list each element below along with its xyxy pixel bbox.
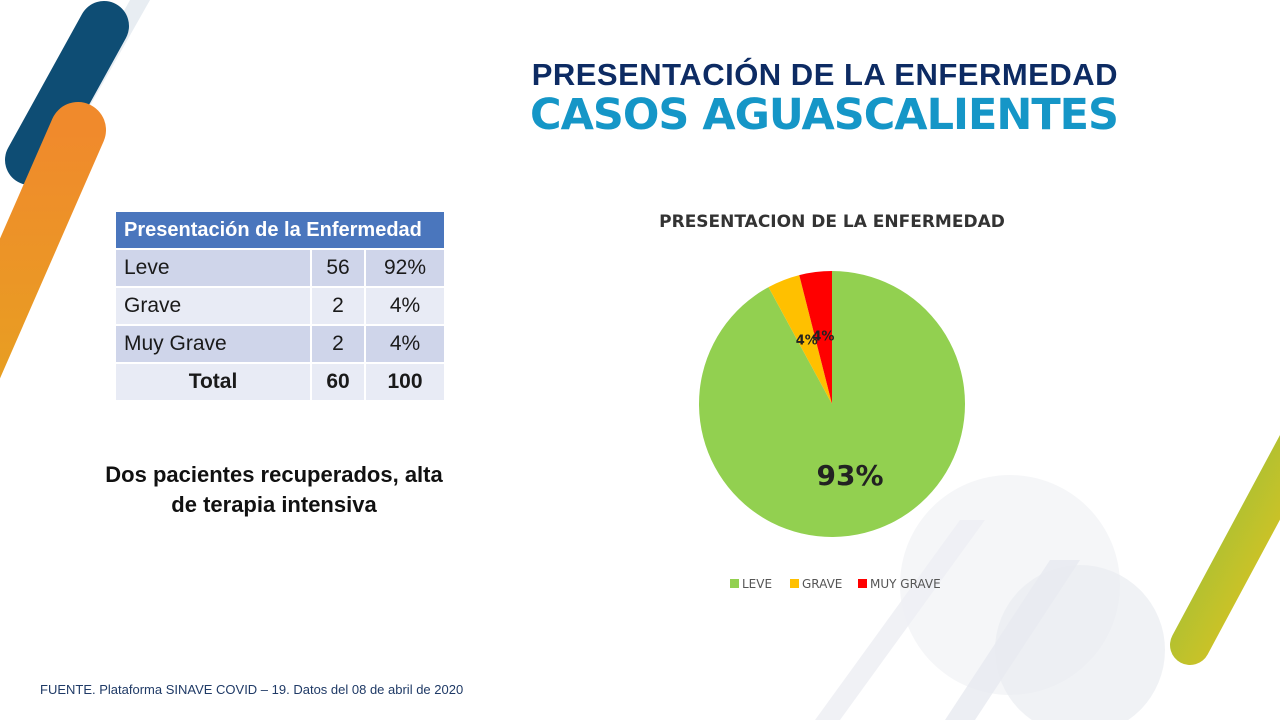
legend-label: GRAVE [802, 577, 842, 591]
table-row: Grave 2 4% [116, 288, 444, 324]
chart-title: PRESENTACION DE LA ENFERMEDAD [659, 212, 1005, 232]
recovery-note: Dos pacientes recuperados, alta de terap… [105, 462, 443, 517]
row-count: 2 [312, 288, 364, 324]
row-label: Grave [116, 288, 310, 324]
pie-slice-leve [699, 271, 966, 537]
table-total-row: Total 60 100 [116, 364, 444, 400]
row-percent: 4% [366, 288, 444, 324]
table-row: Muy Grave 2 4% [116, 326, 444, 362]
row-percent: 4% [366, 326, 444, 362]
pie-slice-grave [768, 275, 832, 404]
row-label: Muy Grave [116, 326, 310, 362]
pie-slice-muy-grave [799, 271, 832, 404]
row-label: Leve [116, 250, 310, 286]
legend-item: GRAVE [790, 577, 842, 591]
row-count: 2 [312, 326, 364, 362]
legend-label: LEVE [742, 577, 772, 591]
cases-table: Presentación de la Enfermedad Leve 56 92… [114, 210, 446, 402]
pie-chart: PRESENTACION DE LA ENFERMEDAD 93% 4%4% LE… [659, 212, 1005, 591]
legend-item: MUY GRAVE [858, 577, 941, 591]
total-count: 60 [312, 364, 364, 400]
legend-swatch [858, 579, 867, 588]
total-label: Total [116, 364, 310, 400]
legend-swatch [790, 579, 799, 588]
slice-label: 93% [816, 459, 883, 492]
header: PRESENTACIÓN DE LA ENFERMEDAD CASOS AGUA… [530, 57, 1119, 141]
page-subtitle: CASOS AGUASCALIENTES [530, 90, 1119, 140]
legend-label: MUY GRAVE [870, 577, 941, 591]
source-note: FUENTE. Plataforma SINAVE COVID – 19. Da… [40, 682, 464, 697]
legend-swatch [730, 579, 739, 588]
legend-item: LEVE [730, 577, 772, 591]
table-header: Presentación de la Enfermedad [116, 212, 444, 248]
page-title: PRESENTACIÓN DE LA ENFERMEDAD [531, 57, 1118, 92]
total-percent: 100 [366, 364, 444, 400]
slice-label: 4% [812, 329, 834, 344]
table-row: Leve 56 92% [116, 250, 444, 286]
slice-label: 4% [796, 334, 818, 349]
row-count: 56 [312, 250, 364, 286]
row-percent: 92% [366, 250, 444, 286]
